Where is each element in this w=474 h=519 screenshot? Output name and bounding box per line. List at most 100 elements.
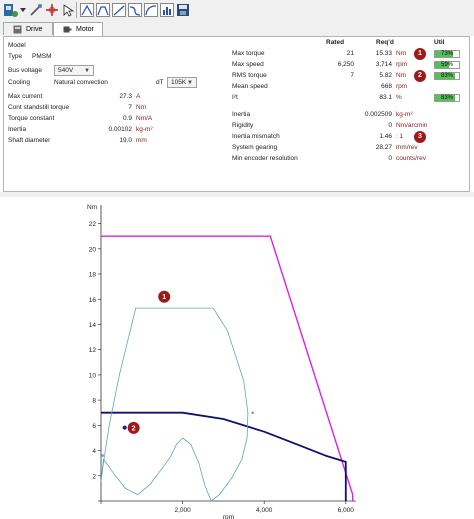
profile-curve-icon[interactable]	[144, 3, 158, 17]
y-tick-label: 2	[92, 473, 96, 480]
column-util: Util	[434, 39, 445, 46]
util-bar-fill	[435, 73, 455, 79]
chevron-down-icon[interactable]	[20, 7, 26, 13]
util-bar-fill	[435, 62, 450, 68]
rms-torque-label: RMS torque	[232, 72, 267, 79]
motor-sizing-icon[interactable]	[3, 2, 19, 18]
load-inertia-label: Inertia	[232, 111, 251, 118]
type-value: PMSM	[32, 53, 52, 60]
standstill-torque-label: Cont standstill torque	[8, 104, 70, 111]
callout-label: 1	[162, 294, 166, 301]
tab-drive[interactable]: Drive	[3, 22, 53, 35]
wand-icon[interactable]	[29, 3, 43, 17]
min-encoder-reqd: 0	[388, 155, 392, 162]
y-tick-label: 20	[89, 246, 97, 253]
inertia-mismatch-label: Inertia mismatch	[232, 133, 280, 140]
load-inertia-unit: kg-m²	[396, 111, 413, 118]
tab-strip: Drive Motor	[0, 22, 474, 36]
chart-icon[interactable]	[160, 3, 174, 17]
max-torque-label: Max torque	[232, 50, 265, 57]
max-speed-unit: rpm	[396, 61, 408, 68]
max-current-label: Max current	[8, 93, 43, 100]
callout-badge-3: 3	[414, 131, 426, 143]
i2t-reqd: 83.1	[379, 94, 392, 101]
drive-icon	[13, 25, 22, 34]
y-tick-label: 6	[92, 423, 96, 430]
util-bar-label: 59%	[440, 62, 453, 68]
motor-inertia-value: 0.00102	[108, 126, 133, 133]
marker-point-2	[101, 454, 104, 457]
profile-scurve-icon[interactable]	[128, 3, 142, 17]
util-bar-fill	[435, 51, 453, 57]
max-speed-reqd: 3,714	[375, 61, 392, 68]
torque-constant-value: 0.9	[122, 115, 132, 122]
max-current-value: 27.3	[119, 93, 132, 100]
x-axis-label: rpm	[223, 514, 234, 519]
marker-point	[251, 411, 255, 415]
mean-speed-unit: rpm	[396, 83, 408, 90]
y-tick-label: 12	[89, 347, 97, 354]
max-speed-label: Max speed	[232, 61, 264, 68]
x-tick-label: 4,000	[256, 507, 273, 514]
crosshair-icon[interactable]	[45, 3, 59, 17]
dt-value: 105K	[171, 79, 187, 86]
i2t-label: I²t	[232, 94, 238, 101]
continuous-curve	[101, 411, 347, 501]
torque-constant-label: Torque constant	[8, 115, 55, 122]
profile-triangle-icon[interactable]	[80, 3, 94, 17]
shaft-diameter-unit: mm	[136, 137, 147, 144]
column-rated: Rated	[326, 39, 345, 46]
model-label: Model	[8, 42, 26, 49]
torque-constant-unit: Nm/A	[136, 115, 153, 122]
peak-curve	[101, 235, 354, 501]
cooling-value: Natural convection	[54, 79, 108, 86]
motor-panel: Model Type PMSM Bus voltage 540V ▼ Cooli…	[3, 36, 470, 192]
cursor-icon[interactable]	[61, 3, 75, 17]
inertia-mismatch-unit: : 1	[396, 133, 404, 140]
rigidity-reqd: 0	[388, 122, 392, 129]
chart-callouts: 12	[127, 290, 171, 434]
panel-bottom-strip	[0, 192, 474, 197]
util-bar-fill	[435, 95, 455, 101]
standstill-torque-value: 7	[128, 104, 132, 111]
rms-torque-util-bar: 83%	[434, 72, 460, 80]
profile-ramp-icon[interactable]	[112, 3, 126, 17]
toolbar	[0, 0, 474, 23]
bus-voltage-value: 540V	[58, 67, 74, 74]
rigidity-label: Rigidity	[232, 122, 254, 129]
dt-select[interactable]: 105K ▼	[167, 77, 197, 88]
shaft-diameter-label: Shaft diameter	[8, 137, 51, 144]
x-tick-label: 6,000	[338, 507, 355, 514]
inertia-mismatch-reqd: 1.46	[379, 133, 392, 140]
callout-badge-1: 1	[414, 48, 426, 60]
save-icon[interactable]	[176, 3, 190, 17]
tab-motor[interactable]: Motor	[53, 22, 103, 36]
y-tick-label: 8	[92, 398, 96, 405]
min-encoder-unit: counts/rev	[396, 155, 426, 162]
motion-profile-curve	[100, 307, 249, 502]
system-gearing-unit: mm/rev	[396, 144, 418, 151]
motor-inertia-unit: kg-m²	[136, 126, 153, 133]
util-bar-label: 73%	[440, 51, 453, 57]
motor-inertia-label: Inertia	[8, 126, 27, 133]
chart-series	[100, 235, 354, 502]
profile-trapezoid-icon[interactable]	[96, 3, 110, 17]
i2t-unit: %	[396, 94, 402, 101]
rms-torque-reqd: 5.82	[379, 72, 392, 79]
tab-drive-label: Drive	[26, 26, 43, 33]
util-bar-label: 83%	[440, 95, 453, 101]
system-gearing-label: System gearing	[232, 144, 278, 151]
max-torque-reqd: 15.33	[375, 50, 392, 57]
bus-voltage-select[interactable]: 540V ▼	[54, 65, 94, 76]
i2t-util-bar: 83%	[434, 94, 460, 102]
max-current-unit: A	[136, 93, 141, 100]
shaft-diameter-value: 19.0	[119, 137, 132, 144]
max-speed-rated: 6,250	[337, 61, 354, 68]
motor-icon	[63, 26, 72, 33]
mean-speed-label: Mean speed	[232, 83, 268, 90]
cooling-label: Cooling	[8, 79, 31, 86]
dt-label: dT	[156, 79, 164, 86]
y-tick-label: 10	[89, 372, 97, 379]
